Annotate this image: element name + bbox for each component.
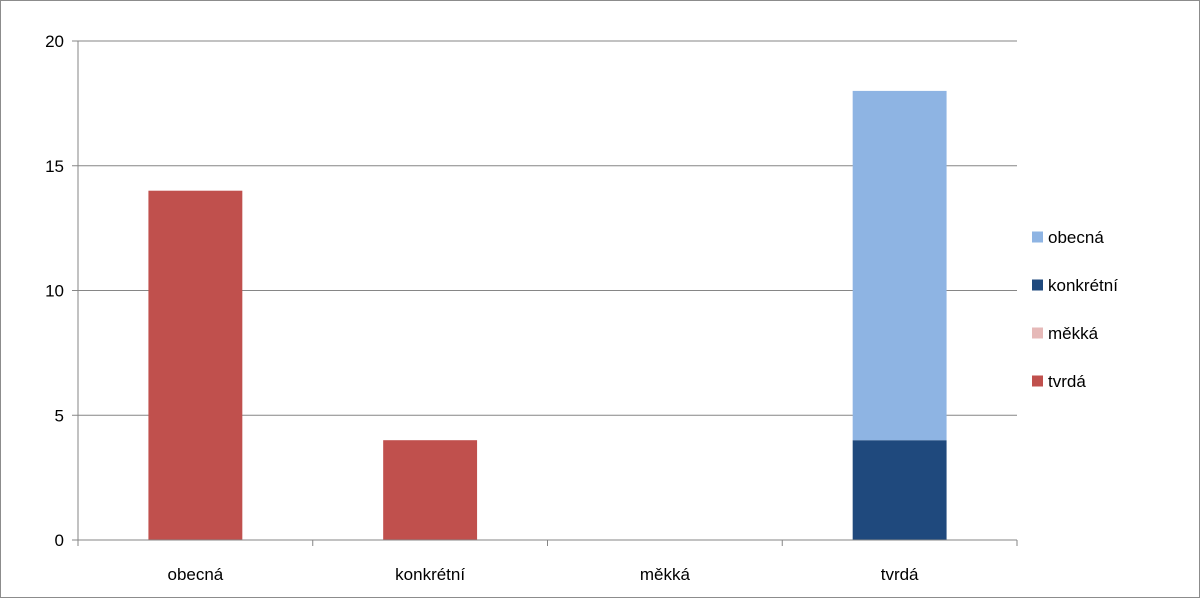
- legend-swatch: [1032, 375, 1043, 387]
- bar: [383, 440, 478, 540]
- legend-swatch: [1032, 279, 1043, 291]
- bars: [148, 90, 947, 540]
- x-tick-labels: obecná konkrétní měkká tvrdá: [167, 565, 919, 584]
- x-tick-label: obecná: [167, 565, 223, 584]
- legend-label: konkrétní: [1048, 276, 1118, 295]
- legend-label: tvrdá: [1048, 372, 1086, 391]
- x-tick-label: konkrétní: [395, 565, 465, 584]
- bar: [852, 440, 947, 540]
- legend-swatch: [1032, 231, 1043, 243]
- legend: obecná konkrétní měkká tvrdá: [1032, 228, 1118, 391]
- bar: [148, 190, 243, 540]
- x-tick-label: tvrdá: [881, 565, 919, 584]
- legend-label: obecná: [1048, 228, 1104, 247]
- y-tick-labels: 0 5 10 15 20: [45, 32, 64, 550]
- y-tick-label: 0: [55, 531, 64, 550]
- bar: [852, 90, 947, 441]
- x-tick-label: měkká: [640, 565, 691, 584]
- legend-swatch: [1032, 327, 1043, 339]
- legend-label: měkká: [1048, 324, 1099, 343]
- axes: [72, 40, 1018, 546]
- y-tick-label: 10: [45, 282, 64, 301]
- y-tick-label: 5: [55, 406, 64, 425]
- y-tick-label: 20: [45, 32, 64, 51]
- y-tick-label: 15: [45, 157, 64, 176]
